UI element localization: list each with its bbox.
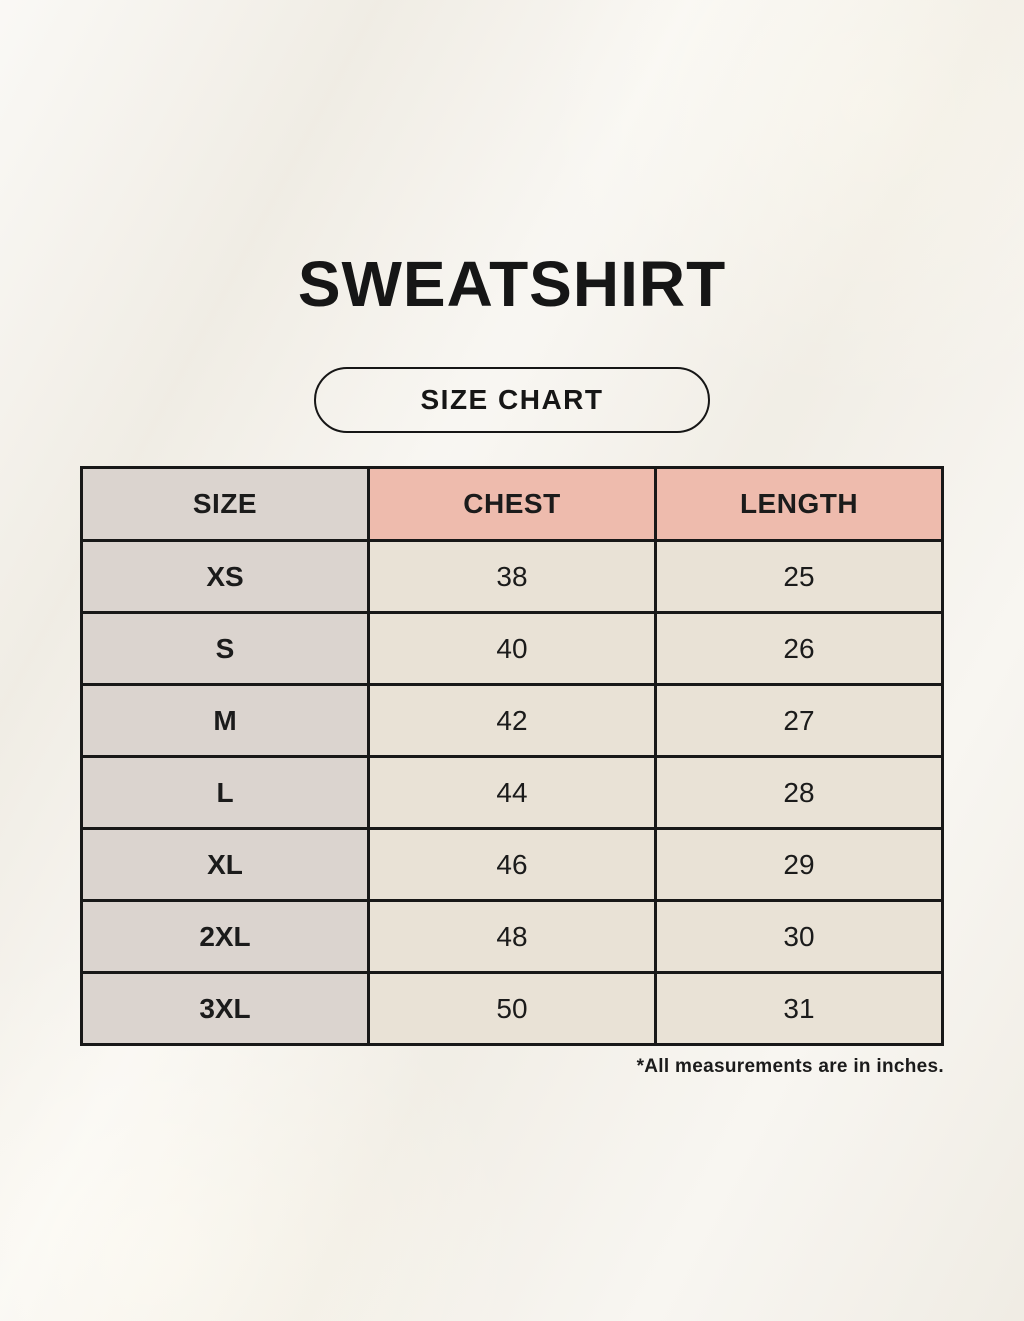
table-row: L 44 28 bbox=[80, 755, 944, 830]
chest-cell: 40 bbox=[367, 611, 657, 686]
length-cell: 29 bbox=[654, 827, 944, 902]
size-cell: XS bbox=[80, 539, 370, 614]
size-chart-button[interactable]: SIZE CHART bbox=[314, 367, 710, 433]
chest-cell: 46 bbox=[367, 827, 657, 902]
chest-cell: 42 bbox=[367, 683, 657, 758]
size-cell: S bbox=[80, 611, 370, 686]
page-title: SWEATSHIRT bbox=[297, 248, 727, 320]
length-cell: 25 bbox=[654, 539, 944, 614]
size-cell: 3XL bbox=[80, 971, 370, 1046]
header-cell-size: SIZE bbox=[80, 466, 370, 542]
size-cell: M bbox=[80, 683, 370, 758]
chest-cell: 38 bbox=[367, 539, 657, 614]
table-row: XL 46 29 bbox=[80, 827, 944, 902]
chest-cell: 48 bbox=[367, 899, 657, 974]
header-cell-chest: CHEST bbox=[367, 466, 657, 542]
size-chart-table: SIZE CHEST LENGTH XS 38 25 S 40 26 M 42 … bbox=[80, 466, 944, 1046]
chest-cell: 44 bbox=[367, 755, 657, 830]
size-cell: XL bbox=[80, 827, 370, 902]
table-row: 2XL 48 30 bbox=[80, 899, 944, 974]
chest-cell: 50 bbox=[367, 971, 657, 1046]
size-cell: L bbox=[80, 755, 370, 830]
length-cell: 28 bbox=[654, 755, 944, 830]
table-row: S 40 26 bbox=[80, 611, 944, 686]
length-cell: 30 bbox=[654, 899, 944, 974]
size-cell: 2XL bbox=[80, 899, 370, 974]
table-row: 3XL 50 31 bbox=[80, 971, 944, 1046]
table-row: M 42 27 bbox=[80, 683, 944, 758]
header-cell-length: LENGTH bbox=[654, 466, 944, 542]
button-row: SIZE CHART bbox=[0, 367, 1024, 433]
table-row: XS 38 25 bbox=[80, 539, 944, 614]
length-cell: 26 bbox=[654, 611, 944, 686]
length-cell: 27 bbox=[654, 683, 944, 758]
table-header-row: SIZE CHEST LENGTH bbox=[80, 466, 944, 542]
measurements-footnote: *All measurements are in inches. bbox=[636, 1056, 944, 1077]
length-cell: 31 bbox=[654, 971, 944, 1046]
